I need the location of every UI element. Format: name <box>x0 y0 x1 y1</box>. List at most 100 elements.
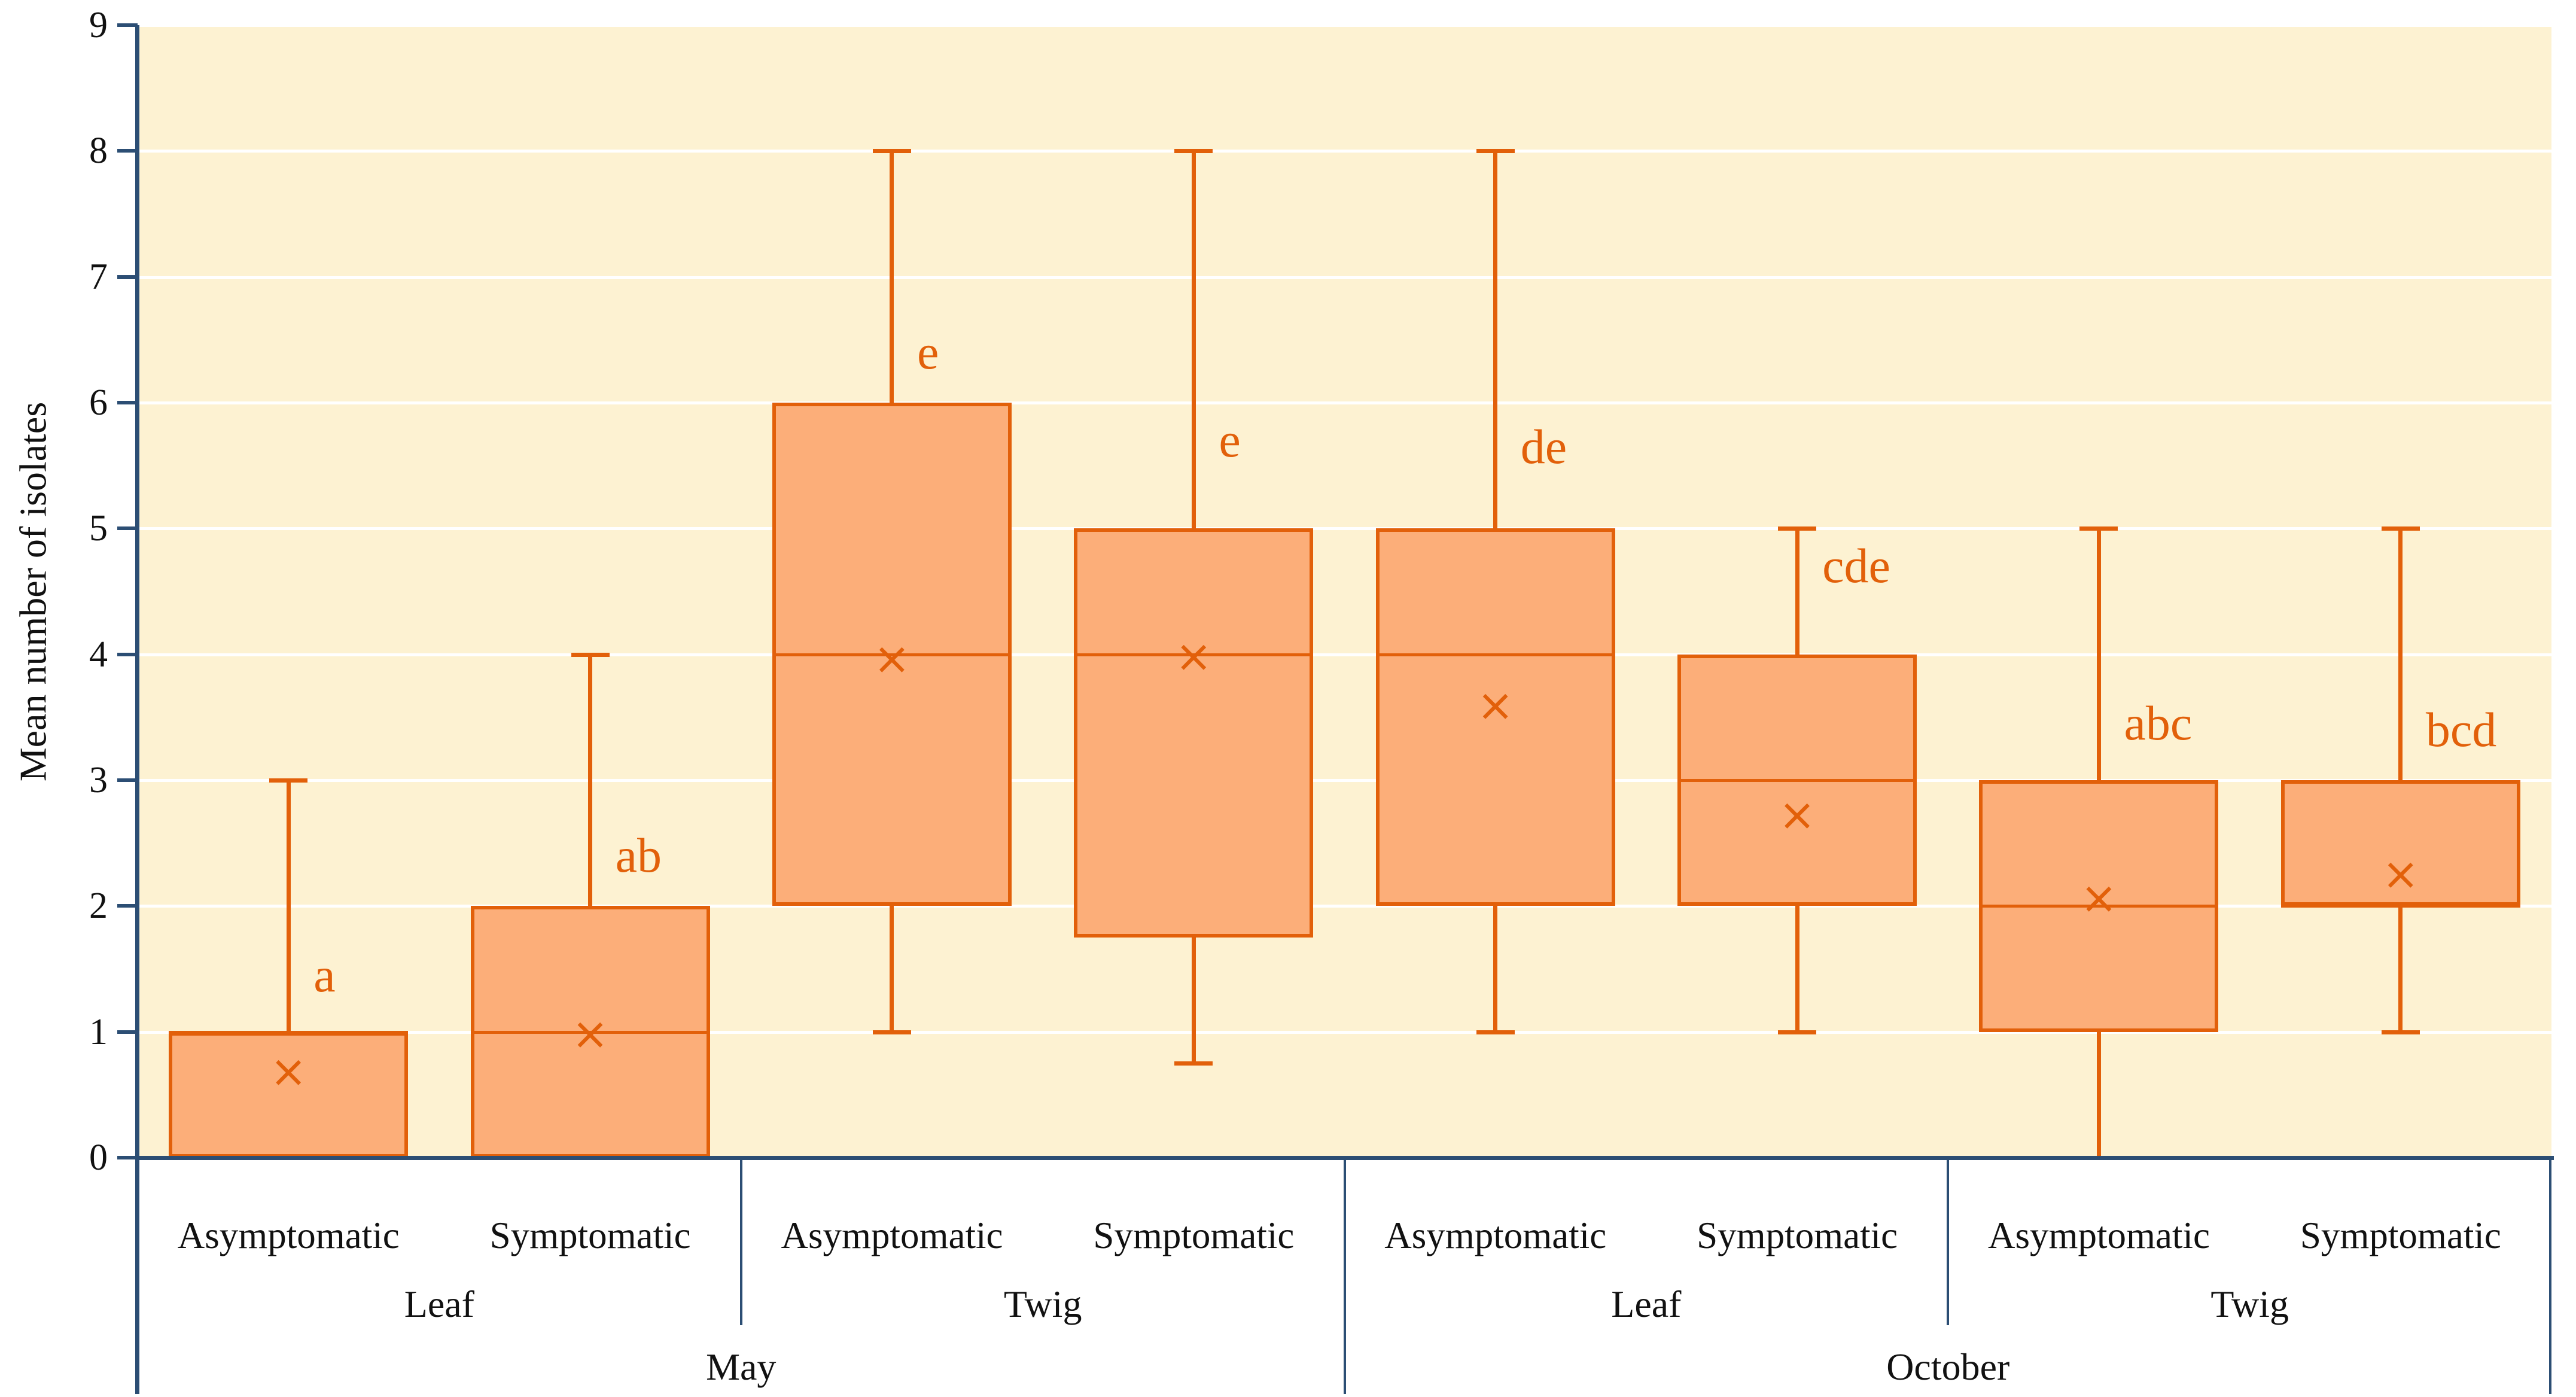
mean-marker: × <box>1476 680 1514 732</box>
tissue-label: Leaf <box>404 1283 474 1325</box>
month-label: October <box>1886 1346 2010 1388</box>
mean-marker: × <box>2080 872 2118 924</box>
lower-whisker-cap <box>1476 1030 1515 1034</box>
lower-whisker <box>2398 906 2403 1032</box>
mean-marker: × <box>873 633 911 685</box>
right-edge-divider <box>2549 1158 2551 1394</box>
y-tick-label: 7 <box>89 256 108 297</box>
y-axis-tick <box>117 904 138 908</box>
upper-whisker-cap <box>2381 526 2420 531</box>
significance-letter: cde <box>1822 538 1890 594</box>
y-axis-line <box>135 25 139 1394</box>
upper-whisker-cap <box>2079 526 2118 531</box>
y-axis-title: Mean number of isolates <box>11 401 54 781</box>
tissue-label: Leaf <box>1611 1283 1682 1325</box>
upper-whisker-cap <box>872 149 911 154</box>
y-axis-tick <box>117 275 138 279</box>
lower-whisker-cap <box>1778 1030 1817 1034</box>
upper-whisker-cap <box>269 778 308 783</box>
condition-label: Symptomatic <box>2300 1215 2501 1256</box>
lower-whisker <box>1191 937 1196 1064</box>
box-may-twig-symptomatic <box>1074 528 1314 938</box>
gridline <box>138 905 2551 908</box>
median-line <box>1677 779 1917 782</box>
gridline <box>138 24 2551 27</box>
box-october-leaf-asymptomatic <box>1375 528 1615 906</box>
median-line <box>772 653 1012 656</box>
month-divider <box>1343 1158 1346 1394</box>
y-axis-tick <box>117 1030 138 1034</box>
upper-whisker <box>286 780 291 1032</box>
y-axis-tick <box>117 401 138 404</box>
mean-marker: × <box>2382 848 2419 900</box>
lower-whisker-cap <box>872 1030 911 1034</box>
y-tick-label: 5 <box>89 508 108 549</box>
condition-label: Symptomatic <box>489 1215 691 1256</box>
mean-marker: × <box>571 1008 609 1060</box>
y-tick-label: 8 <box>89 130 108 172</box>
y-axis-tick <box>117 652 138 656</box>
condition-label: Asymptomatic <box>781 1215 1003 1256</box>
tissue-label: Twig <box>1003 1283 1082 1325</box>
significance-letter: abc <box>2124 696 2193 751</box>
mean-marker: × <box>1779 789 1816 841</box>
median-line <box>169 1030 409 1034</box>
significance-letter: ab <box>615 828 662 883</box>
box-october-twig-symptomatic <box>2280 780 2520 906</box>
condition-label: Asymptomatic <box>177 1215 400 1256</box>
gridline <box>138 527 2551 531</box>
mean-marker: × <box>1175 631 1213 683</box>
box-may-leaf-asymptomatic <box>169 1031 409 1158</box>
median-line <box>1375 653 1615 656</box>
condition-label: Symptomatic <box>1093 1215 1295 1256</box>
y-tick-label: 4 <box>89 634 108 675</box>
upper-whisker <box>1493 151 1498 529</box>
gridline <box>138 1030 2551 1034</box>
gridline <box>138 779 2551 782</box>
y-axis-tick <box>117 1156 138 1159</box>
condition-label: Symptomatic <box>1697 1215 1898 1256</box>
y-axis-title-area: Mean number of isolates <box>0 25 66 1158</box>
median-line <box>1979 905 2219 908</box>
gridline <box>138 401 2551 404</box>
significance-letter: e <box>1219 413 1241 468</box>
upper-whisker <box>890 151 894 403</box>
median-line <box>1074 653 1314 656</box>
condition-label: Asymptomatic <box>1987 1215 2210 1256</box>
plot-area: × a × ab × e × e × de × cde × abc × bcd <box>138 24 2551 1158</box>
significance-letter: e <box>916 324 939 379</box>
lower-whisker <box>890 906 894 1032</box>
y-tick-label: 3 <box>89 760 108 801</box>
mean-marker: × <box>270 1046 307 1098</box>
y-axis-tick <box>117 778 138 782</box>
upper-whisker <box>1795 528 1799 655</box>
upper-whisker <box>1191 151 1196 529</box>
lower-whisker <box>2096 1031 2101 1158</box>
upper-whisker-cap <box>571 652 610 657</box>
median-line <box>2280 905 2520 908</box>
upper-whisker <box>2096 528 2101 780</box>
upper-whisker-cap <box>1476 149 1515 154</box>
tissue-divider <box>739 1158 742 1325</box>
gridline <box>138 150 2551 153</box>
month-label: May <box>706 1346 777 1388</box>
y-axis-tick <box>117 23 138 27</box>
lower-whisker <box>1493 906 1498 1032</box>
lower-whisker-cap <box>1174 1061 1213 1066</box>
y-axis-tick <box>117 526 138 531</box>
y-axis-tick <box>117 149 138 153</box>
upper-whisker <box>588 654 593 906</box>
tissue-divider <box>1947 1158 1950 1325</box>
median-line <box>470 1030 710 1034</box>
upper-whisker-cap <box>1174 149 1213 154</box>
upper-whisker <box>2398 528 2403 780</box>
gridline <box>138 653 2551 656</box>
significance-letter: bcd <box>2425 702 2497 757</box>
upper-whisker-cap <box>1778 526 1817 531</box>
significance-letter: a <box>313 948 336 1003</box>
y-tick-label: 6 <box>89 382 108 423</box>
tissue-label: Twig <box>2210 1283 2289 1325</box>
condition-label: Asymptomatic <box>1384 1215 1607 1256</box>
y-tick-label: 9 <box>89 5 108 45</box>
